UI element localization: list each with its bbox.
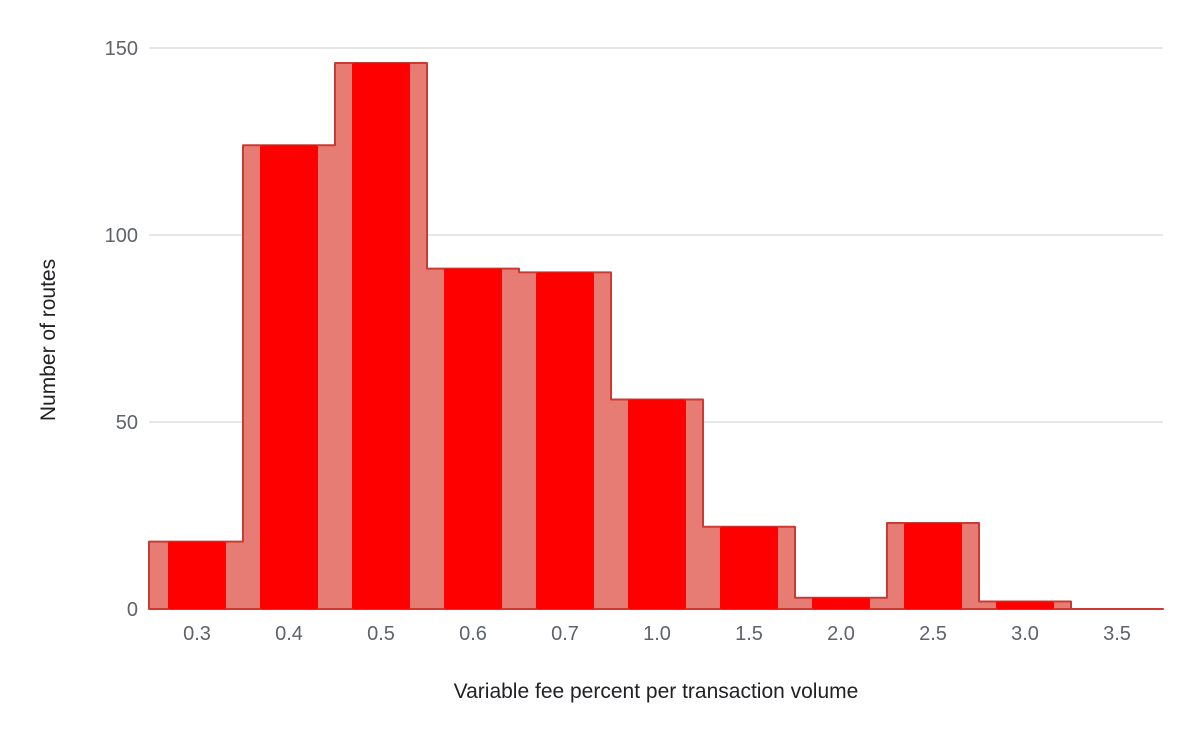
bar bbox=[352, 62, 410, 609]
x-tick-label: 0.7 bbox=[551, 623, 579, 645]
x-tick-label: 2.5 bbox=[919, 623, 947, 645]
y-tick-label: 150 bbox=[105, 38, 138, 60]
y-tick-label: 0 bbox=[127, 599, 138, 621]
bar bbox=[536, 272, 594, 609]
bar bbox=[720, 526, 778, 609]
bar bbox=[996, 601, 1054, 609]
bar bbox=[444, 268, 502, 609]
x-tick-label: 0.5 bbox=[367, 623, 395, 645]
x-axis-ticks: 0.3 0.4 0.5 0.6 0.7 1.0 1.5 2.0 2.5 3.0 3.5 bbox=[183, 623, 1131, 645]
x-tick-label: 0.6 bbox=[459, 623, 487, 645]
x-tick-label: 2.0 bbox=[827, 623, 855, 645]
bar bbox=[628, 399, 686, 609]
y-tick-label: 100 bbox=[105, 225, 138, 247]
bar bbox=[812, 597, 870, 609]
bar bbox=[260, 145, 318, 610]
y-axis-title: Number of routes bbox=[37, 259, 60, 421]
bar bbox=[904, 522, 962, 609]
x-tick-label: 3.0 bbox=[1011, 623, 1039, 645]
y-axis-ticks: 0 50 100 150 bbox=[105, 38, 138, 621]
x-tick-label: 1.5 bbox=[735, 623, 763, 645]
bar-series bbox=[168, 62, 1054, 610]
x-axis-title: Variable fee percent per transaction vol… bbox=[454, 680, 859, 703]
y-tick-label: 50 bbox=[116, 412, 138, 434]
x-tick-label: 3.5 bbox=[1103, 623, 1131, 645]
x-tick-label: 0.4 bbox=[275, 623, 303, 645]
x-tick-label: 1.0 bbox=[643, 623, 671, 645]
bar bbox=[168, 541, 226, 609]
x-tick-label: 0.3 bbox=[183, 623, 211, 645]
